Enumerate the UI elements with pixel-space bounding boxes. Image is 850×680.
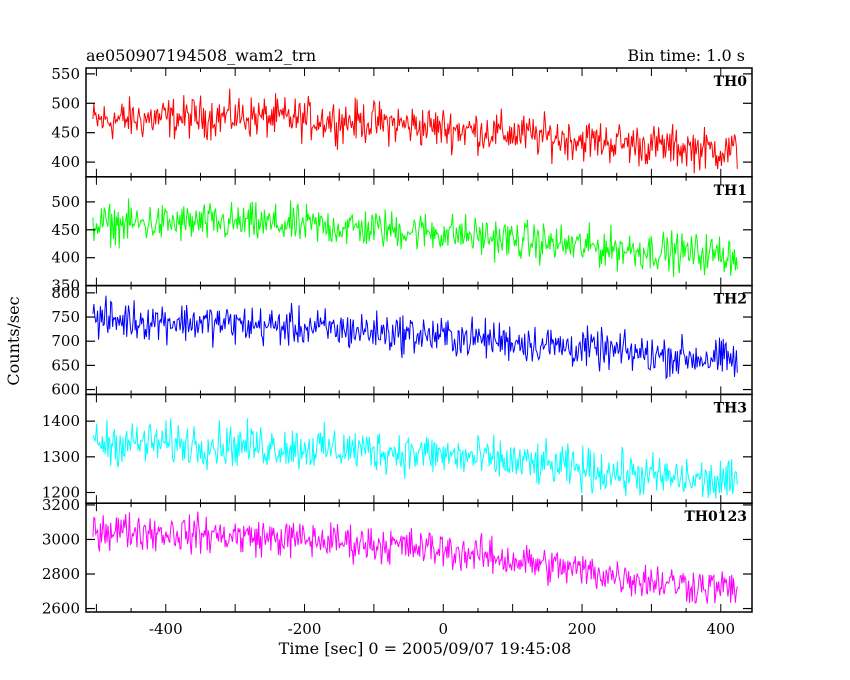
y-tick-label: 400	[51, 249, 80, 267]
y-tick-label: 450	[51, 221, 80, 239]
panel-label-th1: TH1	[714, 183, 747, 199]
panel-th0123: 2600 2800 3000 3200 TH0123	[42, 496, 753, 618]
y-tick-label: 650	[51, 356, 80, 374]
y-tick-label: 2800	[42, 565, 80, 583]
y-tick-label: 600	[51, 381, 80, 399]
y-tick-label: 2600	[42, 600, 80, 618]
panel-th0: 400 450 500 550 TH0	[51, 65, 753, 178]
y-tick-label: 400	[51, 153, 80, 171]
panel-label-th0: TH0	[714, 74, 748, 90]
panel-th1: 350 400 450 500 TH1	[51, 176, 753, 295]
series-line-th3	[92, 418, 738, 499]
panel-label-th0123: TH0123	[684, 509, 747, 525]
y-tick-label: 500	[51, 94, 80, 112]
y-tick-label: 500	[51, 193, 80, 211]
panels: 400 450 500 550 TH0 350 400 450 500 TH1 600 650 700 7…	[42, 65, 753, 638]
y-tick-label: 800	[51, 284, 80, 302]
y-tick-label: 1300	[42, 448, 80, 466]
y-axis-label: Counts/sec	[4, 296, 23, 385]
y-tick-label: 3200	[42, 496, 80, 514]
x-tick-label: 200	[568, 620, 597, 638]
bin-time-label: Bin time: 1.0 s	[627, 46, 745, 65]
y-tick-label: 700	[51, 332, 80, 350]
y-tick-label: 350	[51, 277, 80, 295]
x-tick-label: -200	[288, 620, 322, 638]
panel-frame	[85, 393, 753, 504]
series-line-th0	[92, 88, 738, 174]
panel-th2: 600 650 700 750 800 TH2	[51, 284, 753, 399]
y-tick-label: 750	[51, 308, 80, 326]
y-tick-label: 550	[51, 65, 80, 83]
panel-label-th2: TH2	[714, 292, 747, 308]
panel-frame	[85, 67, 753, 178]
panel-th3: 1200 1300 1400 TH3	[42, 393, 753, 504]
y-tick-label: 3000	[42, 530, 80, 548]
series-line-th0123	[92, 511, 738, 604]
series-line-th1	[92, 198, 738, 277]
x-tick-label: 400	[706, 620, 735, 638]
x-axis-label: Time [sec] 0 = 2005/09/07 19:45:08	[279, 639, 572, 658]
y-tick-label: 1200	[42, 483, 80, 501]
x-tick-label: -400	[149, 620, 183, 638]
panel-label-th3: TH3	[714, 400, 747, 416]
series-line-th2	[92, 295, 738, 380]
y-tick-label: 1400	[42, 412, 80, 430]
panel-frame	[85, 502, 753, 613]
y-tick-label: 450	[51, 124, 80, 142]
x-tick-label: 0	[439, 620, 449, 638]
chart-title: ae050907194508_wam2_trn	[86, 46, 316, 65]
